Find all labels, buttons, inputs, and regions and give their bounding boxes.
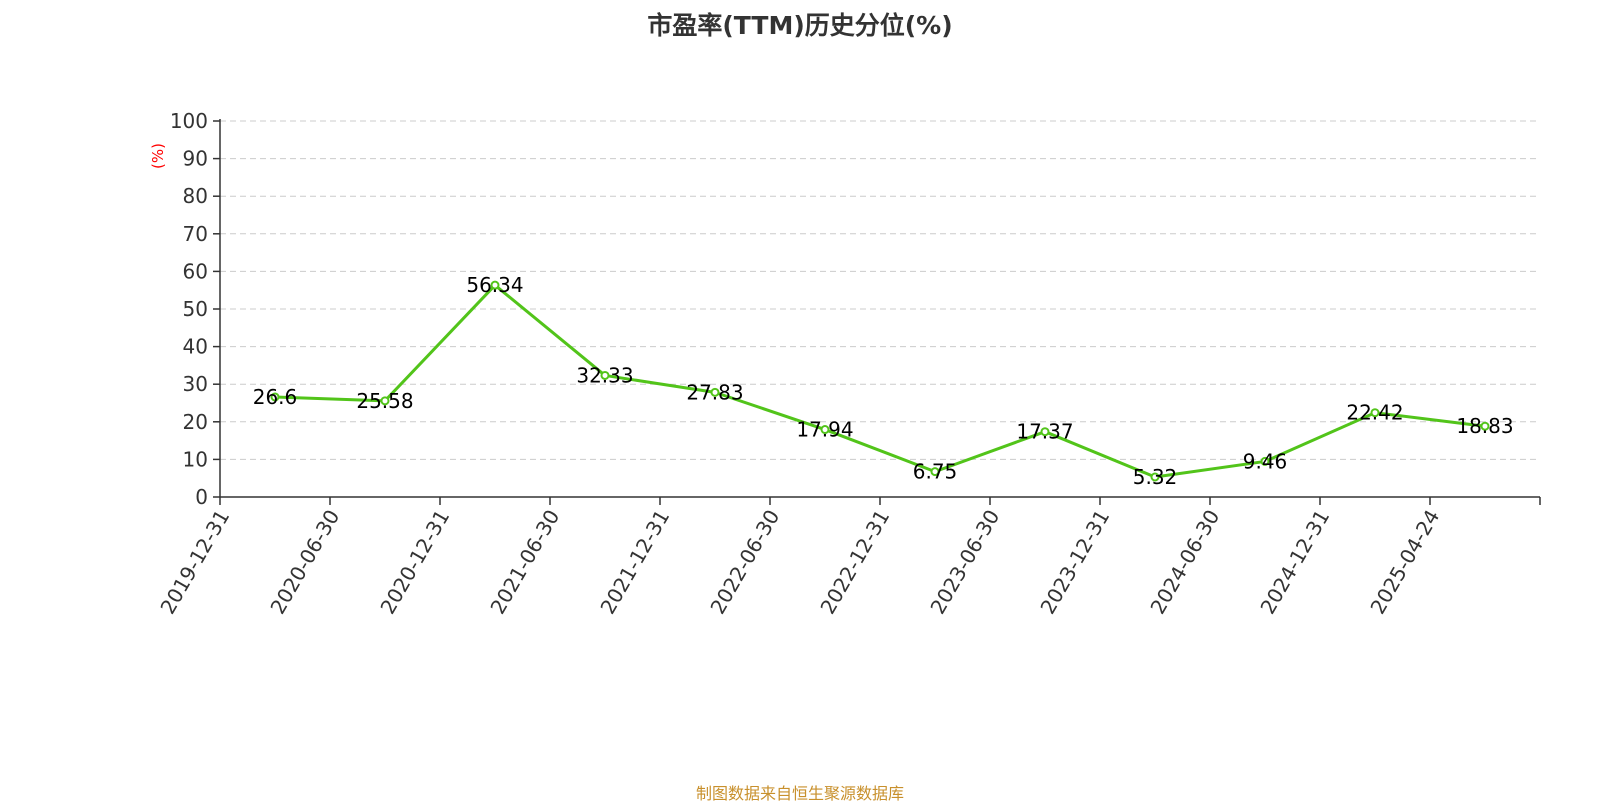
data-label: 27.83 (686, 380, 743, 404)
x-tick-label: 2022-06-30 (705, 506, 784, 619)
x-tick-label: 2021-06-30 (485, 506, 564, 619)
grid-lines (220, 120, 1540, 460)
data-label: 17.37 (1016, 420, 1073, 444)
y-tick-label: 20 (183, 410, 208, 434)
x-tick-label: 2023-06-30 (925, 506, 1004, 619)
series-line (274, 283, 1486, 479)
y-tick-label: 0 (195, 485, 208, 509)
data-label: 56.34 (466, 273, 523, 297)
x-tick-label: 2024-12-31 (1255, 506, 1334, 619)
source-note: 制图数据来自恒生聚源数据库 (695, 784, 904, 803)
x-tick-label: 2021-12-31 (595, 506, 674, 619)
data-point (820, 425, 830, 435)
y-tick-label: 40 (183, 335, 208, 359)
data-label: 18.83 (1456, 414, 1513, 438)
data-label: 6.75 (913, 460, 958, 484)
data-point (1040, 427, 1050, 437)
data-point (380, 396, 390, 406)
data-labels: 26.6 25.58 56.34 32.33 27.83 17.94 6.75 17.37 5.… (253, 273, 1514, 489)
data-point (270, 392, 280, 402)
x-tick-label: 2022-12-31 (815, 506, 894, 619)
y-tick-label: 100 (170, 109, 208, 133)
axes: 0 10 20 30 40 50 60 70 80 90 100(%) 2019-12-31 2020-… (149, 109, 1541, 619)
data-label: 22.42 (1346, 401, 1403, 425)
series (270, 280, 1490, 482)
data-point (1480, 421, 1490, 431)
chart-title: 市盈率(TTM)历史分位(%) (647, 11, 953, 40)
x-tick-label: 2024-06-30 (1145, 506, 1224, 619)
y-tick-label: 60 (183, 259, 208, 283)
data-point (1260, 456, 1270, 466)
data-label: 5.32 (1133, 465, 1178, 489)
y-tick-label: 50 (183, 297, 208, 321)
y-tick-label: 10 (183, 447, 208, 471)
y-tick-label: 30 (183, 372, 208, 396)
data-point (710, 387, 720, 397)
x-tick-label: 2020-12-31 (375, 506, 454, 619)
x-tick-label: 2023-12-31 (1035, 506, 1114, 619)
data-label: 9.46 (1243, 449, 1288, 473)
y-axis-label: (%) (149, 143, 167, 169)
data-label: 25.58 (356, 389, 413, 413)
x-tick-label: 2025-04-24 (1365, 506, 1444, 619)
y-tick-label: 80 (183, 184, 208, 208)
data-point (1370, 408, 1380, 418)
data-point (600, 370, 610, 380)
data-point (490, 280, 500, 290)
data-point (1150, 472, 1160, 482)
data-label: 26.6 (253, 385, 298, 409)
y-tick-label: 90 (183, 147, 208, 171)
data-label: 17.94 (796, 418, 853, 442)
data-label: 32.33 (576, 363, 633, 387)
x-tick-label: 2019-12-31 (155, 506, 234, 619)
x-tick-label: 2020-06-30 (265, 506, 344, 619)
data-point (930, 467, 940, 477)
y-tick-label: 70 (183, 222, 208, 246)
